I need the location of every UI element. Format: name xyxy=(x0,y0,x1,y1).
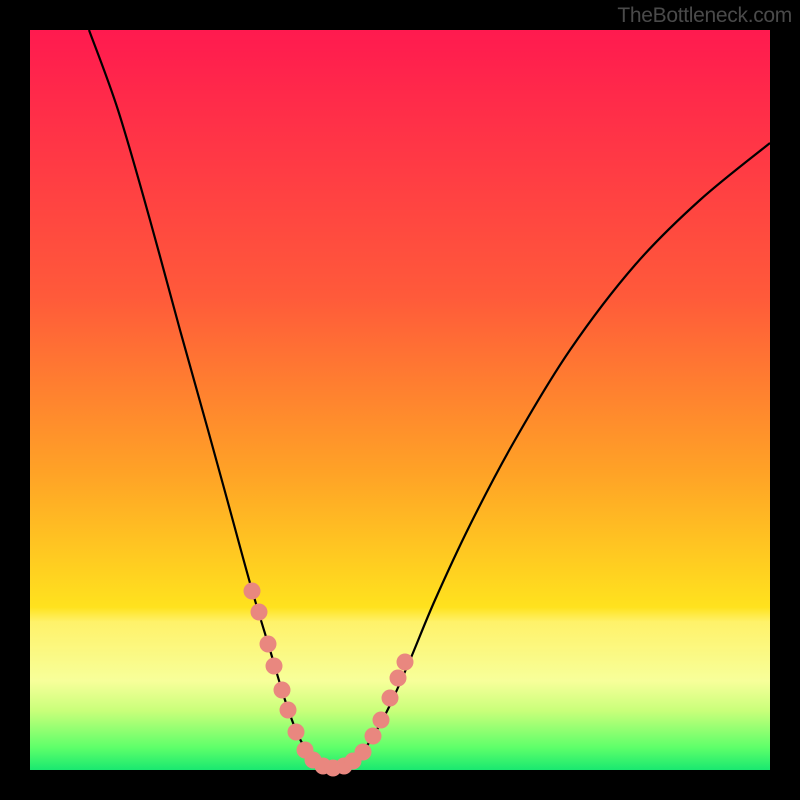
curve-marker xyxy=(288,724,305,741)
curve-marker xyxy=(397,654,414,671)
curve-marker xyxy=(390,670,407,687)
curve-marker xyxy=(365,728,382,745)
frame-outer: TheBottleneck.com xyxy=(0,0,800,800)
bottleneck-curve xyxy=(89,30,770,768)
curve-marker xyxy=(251,604,268,621)
curve-marker xyxy=(280,702,297,719)
curve-marker xyxy=(260,636,277,653)
bottleneck-curve-svg xyxy=(0,0,800,800)
curve-marker xyxy=(266,658,283,675)
curve-marker xyxy=(382,690,399,707)
curve-marker xyxy=(373,712,390,729)
curve-marker xyxy=(274,682,291,699)
curve-marker xyxy=(355,744,372,761)
curve-marker xyxy=(244,583,261,600)
